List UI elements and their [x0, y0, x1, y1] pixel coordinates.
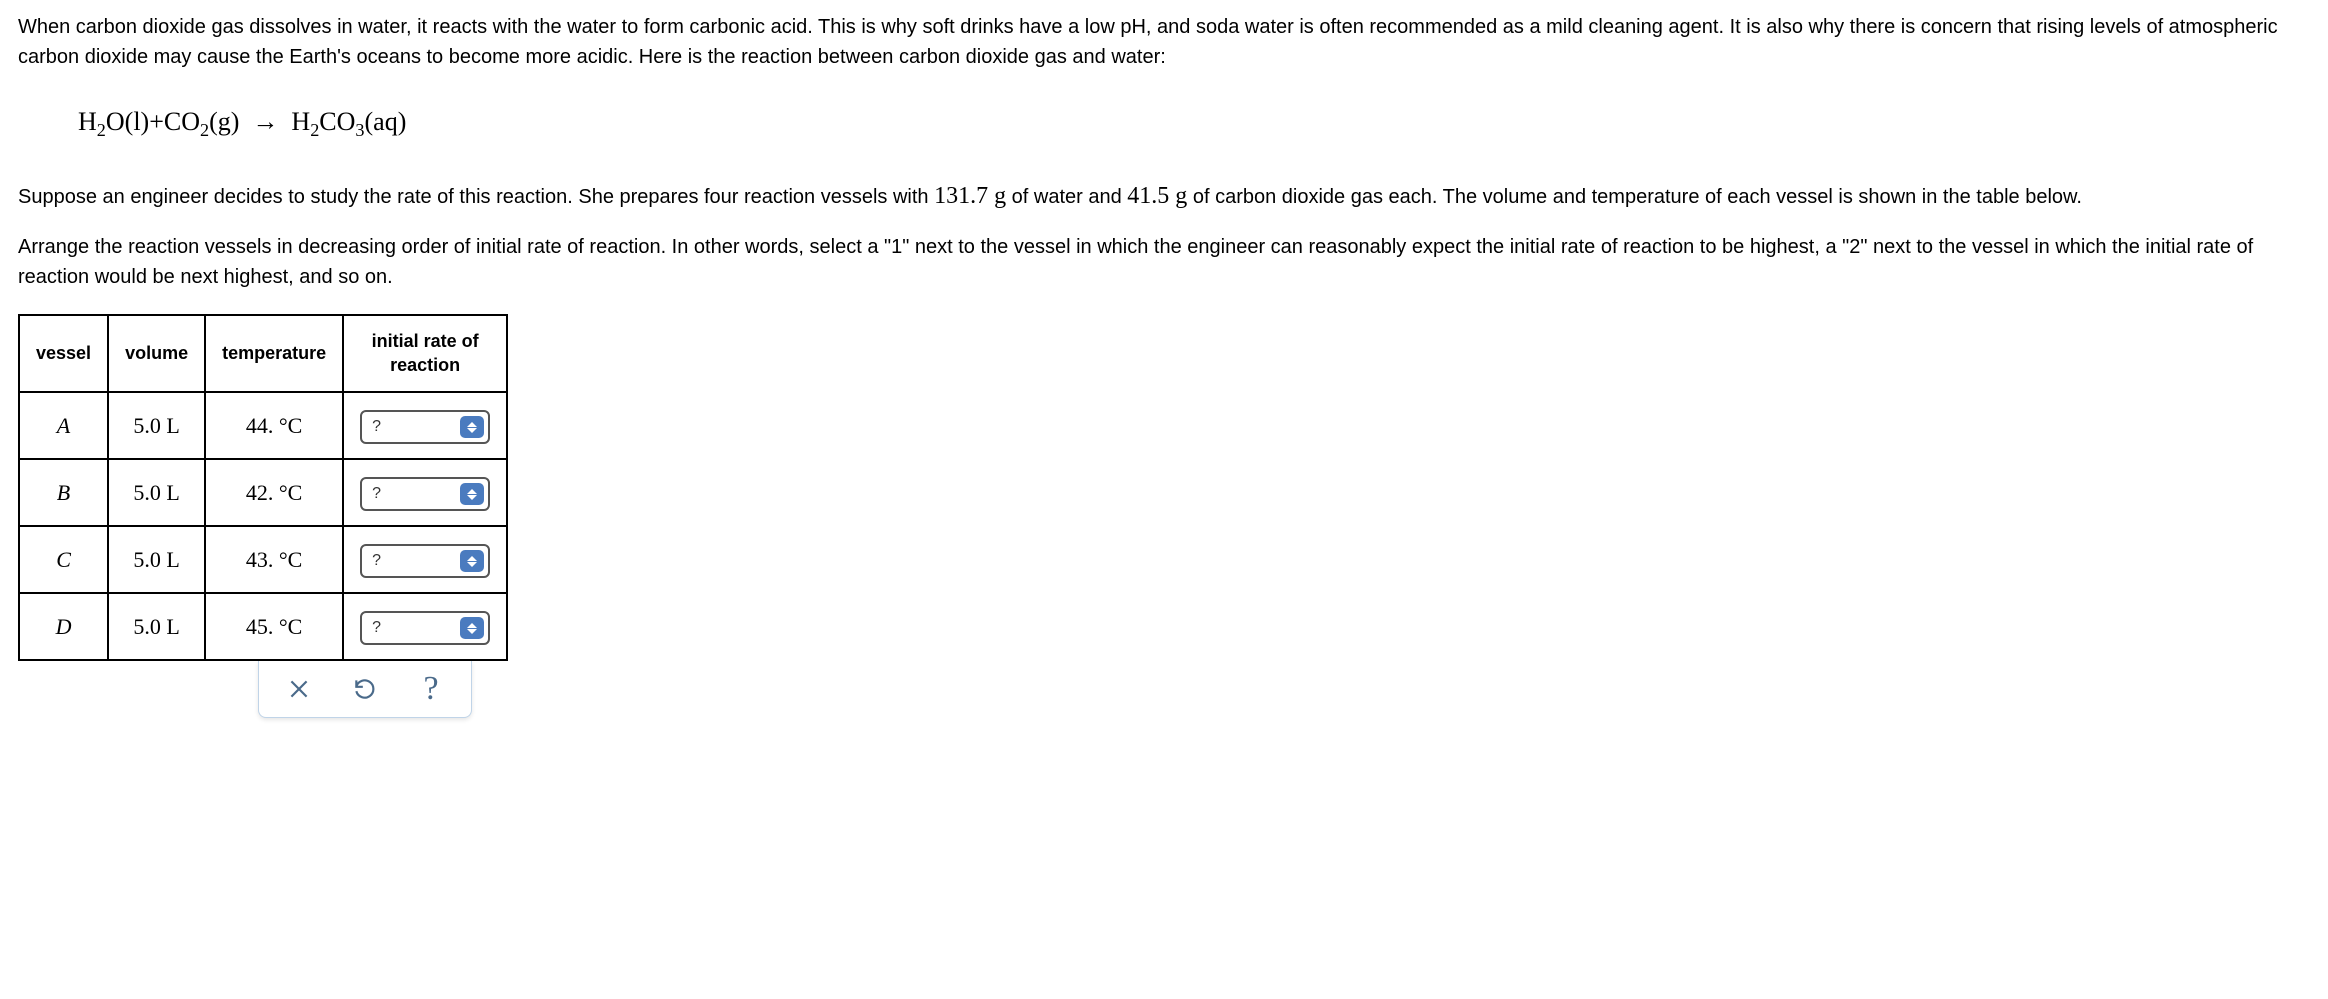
eq-prod-cosub: 3 [355, 120, 364, 140]
col-temperature-header: temperature [205, 315, 343, 392]
instruction-paragraph: Arrange the reaction vessels in decreasi… [18, 232, 2310, 292]
rate-placeholder: ? [372, 415, 381, 439]
eq-prod-state: (aq) [365, 107, 407, 136]
setup-text-a: Suppose an engineer decides to study the… [18, 186, 934, 208]
cell-volume: 5.0 L [108, 593, 205, 660]
eq-h2o-o: O [106, 107, 125, 136]
eq-prod-h: H [291, 107, 310, 136]
rate-select[interactable]: ? [360, 544, 490, 578]
chemical-equation: H2O(l)+CO2(g) → H2CO3(aq) [18, 90, 2310, 156]
ph-variable: pH [1120, 16, 1146, 38]
spinner-icon [460, 617, 484, 639]
rate-select[interactable]: ? [360, 477, 490, 511]
cell-rate: ? [343, 392, 507, 459]
cell-temperature: 42. °C [205, 459, 343, 526]
table-row: D5.0 L45. °C? [19, 593, 507, 660]
answer-toolbar: ? [258, 661, 472, 718]
eq-prod-co: CO [319, 107, 355, 136]
table-row: A5.0 L44. °C? [19, 392, 507, 459]
eq-h2o-state: (l) [125, 107, 150, 136]
cell-volume: 5.0 L [108, 392, 205, 459]
cell-temperature: 44. °C [205, 392, 343, 459]
col-volume-header: volume [108, 315, 205, 392]
cell-rate: ? [343, 526, 507, 593]
setup-paragraph: Suppose an engineer decides to study the… [18, 178, 2310, 214]
clear-button[interactable] [285, 675, 313, 703]
setup-text-c: of carbon dioxide gas each. The volume a… [1187, 186, 2082, 208]
col-vessel-header: vessel [19, 315, 108, 392]
cell-rate: ? [343, 459, 507, 526]
help-icon: ? [423, 672, 438, 706]
vessel-table: vessel volume temperature initial rate o… [18, 314, 508, 661]
eq-co2-state: (g) [209, 107, 239, 136]
rate-select[interactable]: ? [360, 611, 490, 645]
intro-paragraph: When carbon dioxide gas dissolves in wat… [18, 12, 2310, 72]
close-icon [286, 676, 312, 702]
cell-vessel: A [19, 392, 108, 459]
cell-volume: 5.0 L [108, 526, 205, 593]
mass-co2: 41.5 g [1127, 183, 1187, 209]
cell-temperature: 45. °C [205, 593, 343, 660]
cell-vessel: C [19, 526, 108, 593]
spinner-icon [460, 483, 484, 505]
spinner-icon [460, 416, 484, 438]
eq-h2o-sub: 2 [97, 120, 106, 140]
rate-placeholder: ? [372, 549, 381, 573]
table-row: B5.0 L42. °C? [19, 459, 507, 526]
rate-placeholder: ? [372, 616, 381, 640]
rate-select[interactable]: ? [360, 410, 490, 444]
mass-water: 131.7 g [934, 183, 1006, 209]
cell-volume: 5.0 L [108, 459, 205, 526]
setup-text-b: of water and [1006, 186, 1127, 208]
eq-prod-hsub: 2 [310, 120, 319, 140]
cell-rate: ? [343, 593, 507, 660]
help-button[interactable]: ? [417, 675, 445, 703]
reset-button[interactable] [351, 675, 379, 703]
intro-text-a: When carbon dioxide gas dissolves in wat… [18, 16, 1120, 38]
col-rate-header: initial rate ofreaction [343, 315, 507, 392]
cell-temperature: 43. °C [205, 526, 343, 593]
cell-vessel: D [19, 593, 108, 660]
spinner-icon [460, 550, 484, 572]
eq-plus: + [149, 107, 164, 136]
eq-arrow: → [252, 107, 278, 136]
undo-icon [352, 676, 378, 702]
eq-h2o-h: H [78, 107, 97, 136]
eq-co2: CO [164, 107, 200, 136]
rate-placeholder: ? [372, 482, 381, 506]
table-row: C5.0 L43. °C? [19, 526, 507, 593]
eq-co2-sub: 2 [200, 120, 209, 140]
cell-vessel: B [19, 459, 108, 526]
